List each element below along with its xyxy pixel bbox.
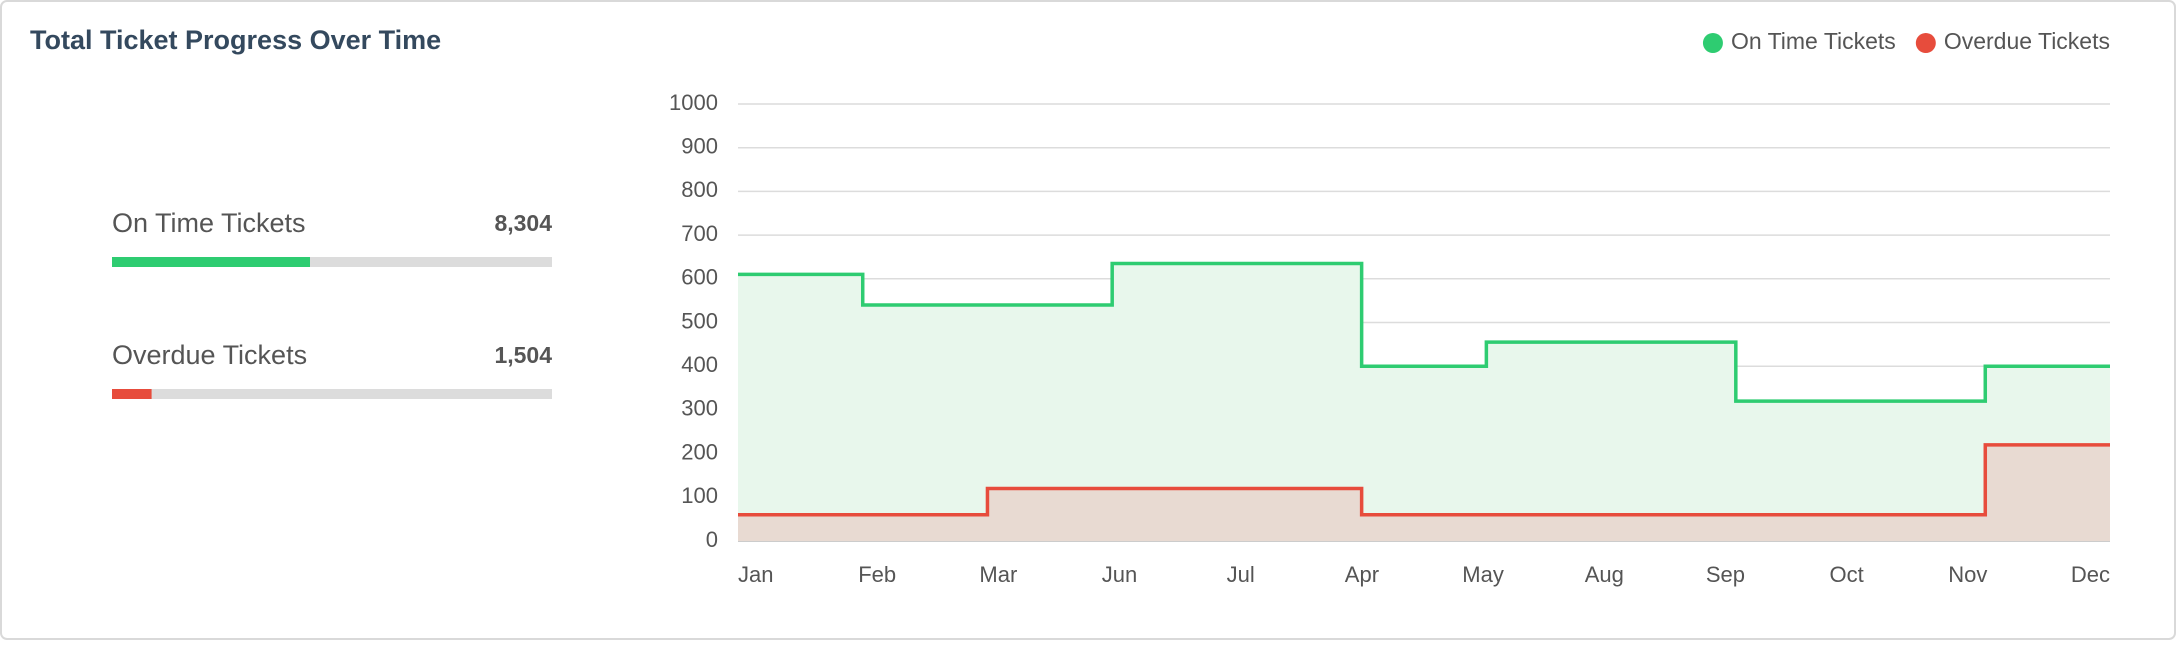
series-area [738, 444, 2110, 541]
card-title: Total Ticket Progress Over Time [30, 25, 441, 55]
x-tick-label: Jul [1227, 562, 1255, 587]
legend-label: Overdue Tickets [1944, 28, 2110, 54]
x-tick-label: Jan [738, 562, 773, 587]
x-tick-label: Nov [1948, 562, 1987, 587]
y-tick-label: 600 [681, 265, 718, 290]
legend-label: On Time Tickets [1731, 28, 1896, 54]
series-area [738, 263, 2110, 541]
x-tick-label: Feb [858, 562, 896, 587]
legend-marker [1915, 33, 1936, 53]
progress-track [112, 257, 552, 267]
y-tick-label: 200 [681, 439, 718, 464]
y-tick-label: 500 [681, 308, 718, 333]
summary-label: On Time Tickets [112, 208, 306, 238]
x-tick-label: Apr [1345, 562, 1379, 587]
summary-label: Overdue Tickets [112, 340, 307, 370]
x-tick-label: Mar [979, 562, 1017, 587]
series-line [738, 443, 2110, 517]
y-tick-label: 700 [681, 221, 718, 246]
series-line [738, 261, 2110, 403]
y-tick-label: 800 [681, 177, 718, 202]
x-tick-label: Sep [1706, 562, 1745, 587]
progress-fill [112, 389, 152, 399]
legend-marker [1702, 33, 1723, 53]
x-tick-label: Aug [1585, 562, 1624, 587]
summary-value: 8,304 [494, 210, 552, 236]
x-tick-label: Dec [2071, 562, 2110, 587]
y-tick-label: 900 [681, 134, 718, 159]
summary-value: 1,504 [494, 342, 552, 368]
y-tick-label: 400 [681, 352, 718, 377]
y-tick-label: 1000 [669, 90, 718, 115]
x-tick-label: Jun [1102, 562, 1137, 587]
x-tick-label: Oct [1830, 562, 1864, 587]
y-tick-label: 0 [706, 527, 718, 552]
y-tick-label: 300 [681, 396, 718, 421]
progress-fill [112, 257, 310, 267]
y-tick-label: 100 [681, 483, 718, 508]
progress-track [112, 389, 552, 399]
x-tick-label: May [1462, 562, 1504, 587]
